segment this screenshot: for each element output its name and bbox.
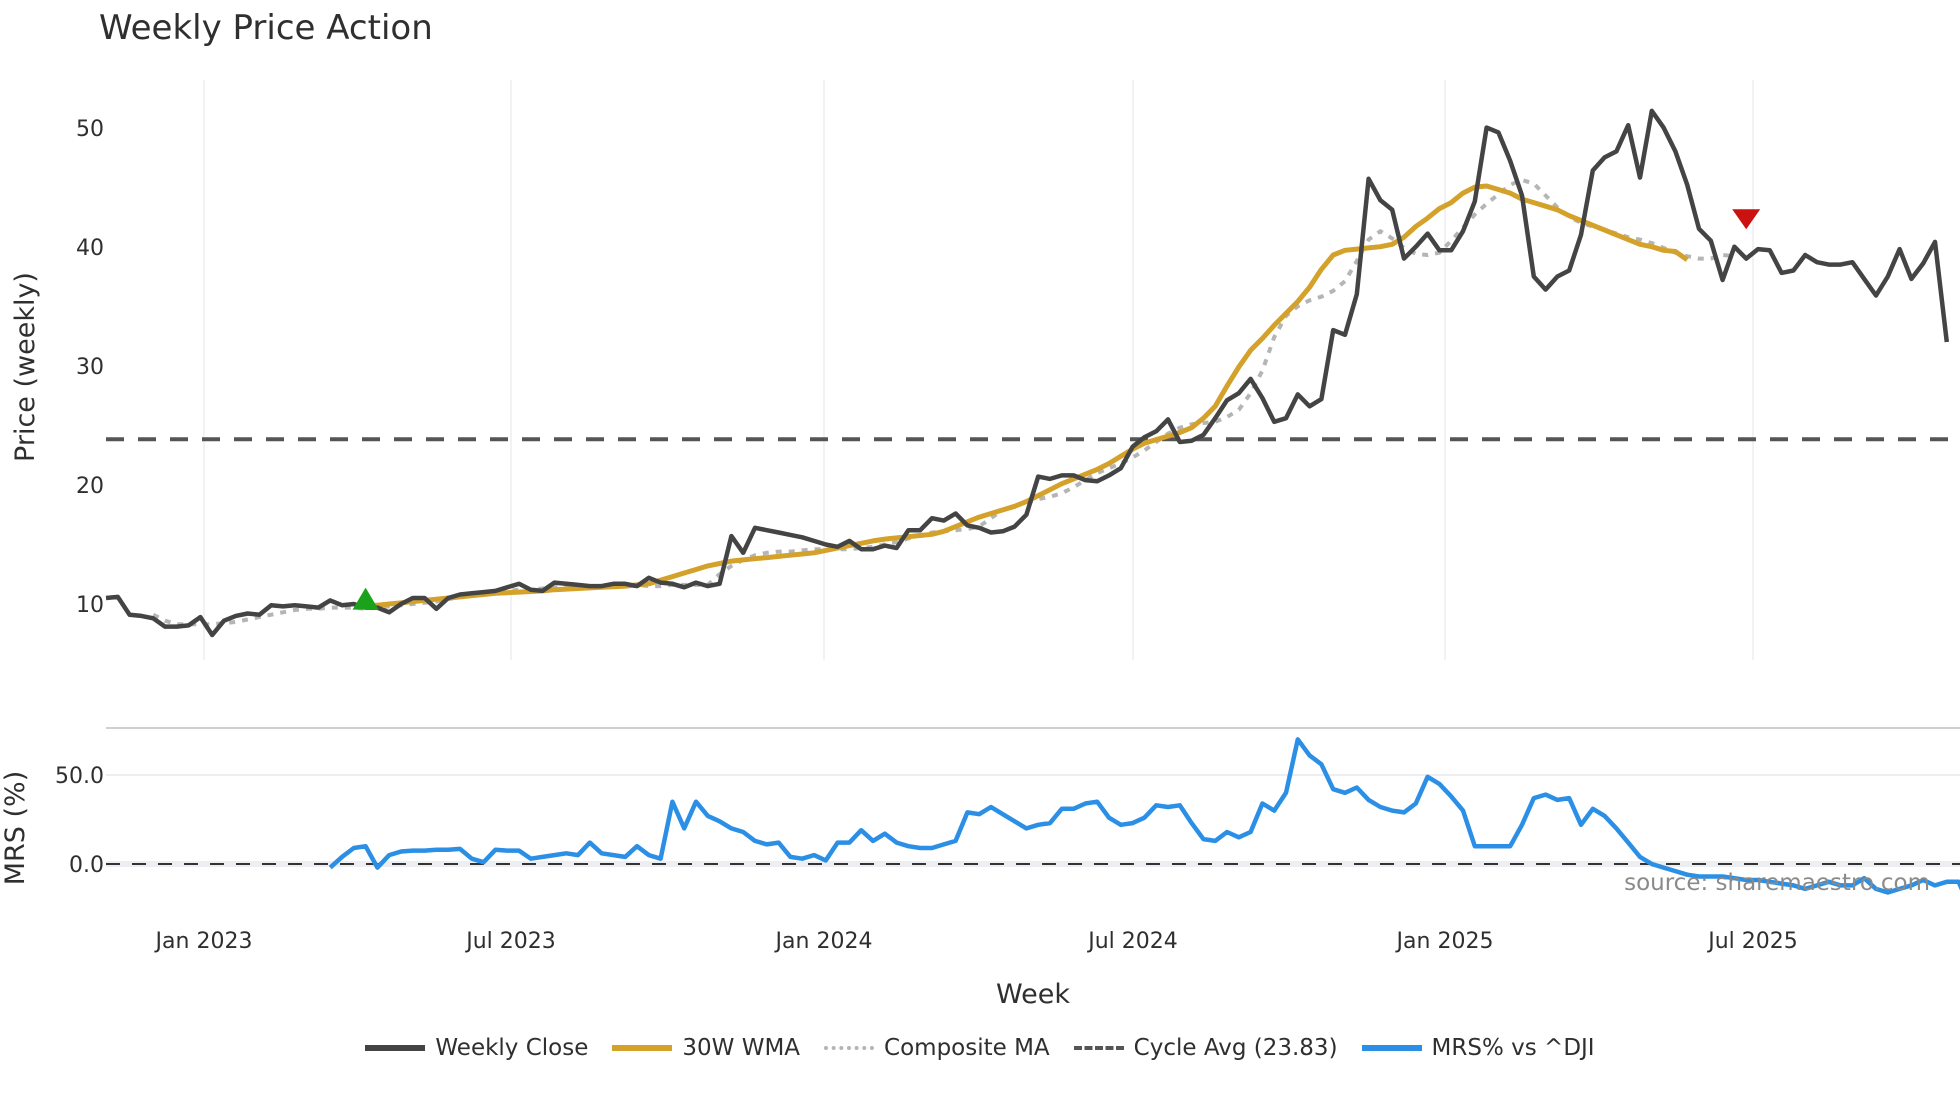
price-y-axis: 50 40 30 20 10 Price (weekly) [10,117,104,618]
dashed-line-swatch-icon [1073,1046,1124,1050]
x-tick-jul-2025: Jul 2025 [1706,929,1798,954]
price-y-axis-title: Price (weekly) [10,272,41,462]
mrs-tick-50: 50.0 [55,764,104,789]
legend-label: Cycle Avg (23.83) [1133,1035,1338,1061]
legend: Weekly Close 30W WMA Composite MA Cycle … [0,1035,1960,1061]
composite-ma-line [152,178,1735,627]
x-tick-jul-2024: Jul 2024 [1086,929,1178,954]
x-tick-jan-2025: Jan 2025 [1395,929,1494,954]
price-tick-10: 10 [76,593,104,618]
legend-item-30w-wma[interactable]: 30W WMA [612,1035,800,1061]
x-axis-title: Week [996,979,1070,1010]
legend-item-composite-ma[interactable]: Composite MA [824,1035,1050,1061]
mrs-y-axis: 50.0 0.0 MRS (%) [0,764,104,885]
legend-item-weekly-close[interactable]: Weekly Close [365,1035,588,1061]
dotted-line-swatch-icon [824,1046,875,1050]
source-label: source: sharemaestro.com [1624,870,1930,896]
weekly-close-line [105,108,1950,638]
buy-signal-triangle-icon [352,587,379,610]
legend-item-mrs[interactable]: MRS% vs ^DJI [1361,1035,1595,1061]
sell-signal-triangle-icon [1732,209,1761,230]
wma-line [365,183,1689,609]
mrs-line [328,737,1960,895]
legend-item-cycle-avg[interactable]: Cycle Avg (23.83) [1073,1035,1338,1061]
mrs-series-layer [106,737,1960,895]
x-tick-jul-2023: Jul 2023 [464,929,556,954]
price-series-layer [105,108,1960,638]
legend-label: Weekly Close [435,1035,589,1061]
price-gridlines [203,80,1754,660]
price-tick-20: 20 [76,474,104,499]
price-tick-30: 30 [76,355,104,380]
mrs-y-axis-title: MRS (%) [0,771,31,886]
price-tick-40: 40 [76,236,104,261]
mrs-gridlines [106,727,1960,867]
x-tick-jan-2024: Jan 2024 [774,929,873,954]
line-swatch-icon [612,1045,673,1051]
x-axis: Jan 2023 Jul 2023 Jan 2024 Jul 2024 Jan … [154,929,1798,1010]
mrs-tick-0: 0.0 [69,853,104,878]
x-tick-jan-2023: Jan 2023 [154,929,253,954]
legend-label: Composite MA [884,1035,1050,1061]
price-tick-50: 50 [76,117,104,142]
legend-label: 30W WMA [682,1035,801,1061]
chart-title: Weekly Price Action [99,8,433,48]
line-swatch-icon [365,1045,426,1051]
legend-label: MRS% vs ^DJI [1431,1035,1595,1061]
line-swatch-icon [1361,1045,1422,1051]
